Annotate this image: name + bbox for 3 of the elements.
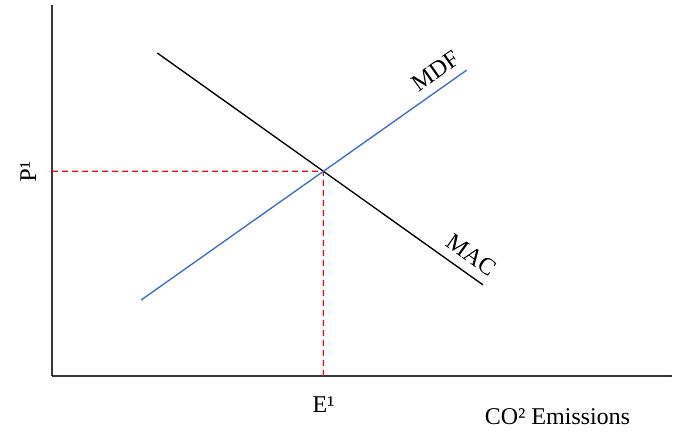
text: E¹: [312, 392, 334, 418]
x-axis-title: CO² Emissions: [484, 404, 630, 430]
text: P¹: [16, 161, 42, 182]
